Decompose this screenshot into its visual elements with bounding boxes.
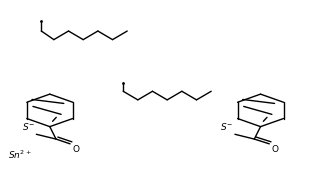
Text: O: O [72,145,80,154]
Text: $S^{-}$: $S^{-}$ [220,121,233,132]
Text: $Sn^{2+}$: $Sn^{2+}$ [8,148,31,161]
Text: O: O [272,145,279,154]
Text: $S^{-}$: $S^{-}$ [22,121,35,132]
